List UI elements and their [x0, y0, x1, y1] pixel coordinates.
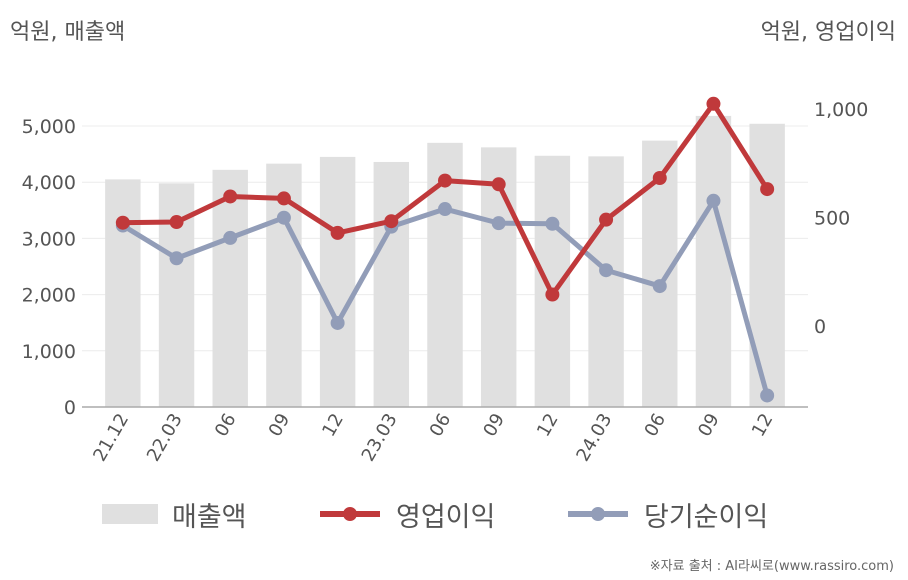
legend-label-net-income: 당기순이익: [644, 501, 769, 533]
point-operating-profit: [115, 215, 130, 230]
point-operating-profit: [330, 225, 345, 240]
x-tick-label: 22.03: [143, 410, 187, 465]
point-operating-profit: [706, 96, 721, 111]
point-net-income: [223, 230, 238, 245]
left-axis-unit: 억원, 매출액: [10, 20, 126, 45]
bar-revenue: [373, 161, 410, 407]
x-tick-label: 06: [426, 410, 456, 440]
x-tick-label: 23.03: [358, 410, 402, 465]
left-tick-label: 4,000: [22, 172, 76, 194]
x-tick-label: 09: [479, 410, 509, 440]
point-net-income: [545, 216, 560, 231]
bar-revenue: [588, 156, 624, 407]
point-operating-profit: [652, 171, 667, 186]
point-net-income: [760, 388, 775, 403]
legend-swatch-line-gray: [568, 507, 628, 521]
legend-label-operating-profit: 영업이익: [396, 501, 496, 533]
x-tick-label: 09: [265, 410, 295, 440]
right-axis-unit: 억원, 영업이익: [760, 20, 896, 45]
point-net-income: [169, 251, 184, 266]
left-tick-label: 1,000: [22, 341, 76, 363]
left-tick-label: 2,000: [22, 285, 76, 307]
point-operating-profit: [760, 182, 775, 197]
bar-revenue: [105, 179, 141, 407]
legend-item-net-income: 당기순이익: [566, 492, 768, 536]
x-tick-label: 21.12: [89, 410, 133, 465]
point-operating-profit: [491, 177, 506, 192]
x-tick-label: 12: [318, 410, 348, 440]
x-tick-label: 12: [748, 410, 778, 440]
point-net-income: [276, 210, 291, 225]
x-tick-label: 06: [640, 410, 670, 440]
x-tick-label: 24.03: [572, 410, 616, 465]
point-operating-profit: [223, 189, 238, 204]
point-operating-profit: [384, 214, 399, 229]
left-tick-label: 5,000: [22, 116, 76, 138]
point-net-income: [706, 193, 721, 208]
point-net-income: [652, 279, 667, 294]
bar-revenue: [695, 115, 732, 407]
point-net-income: [599, 263, 614, 278]
x-tick-label: 09: [694, 410, 724, 440]
point-net-income: [330, 315, 345, 330]
legend-item-operating-profit: 영업이익: [318, 492, 495, 536]
point-operating-profit: [438, 173, 452, 188]
x-tick-label: 12: [533, 410, 563, 440]
legend-label-revenue: 매출액: [172, 501, 247, 533]
bar-revenue: [212, 169, 248, 407]
left-tick-label: 3,000: [22, 228, 76, 250]
legend-swatch-bar: [102, 504, 158, 524]
x-tick-label: 06: [211, 410, 241, 440]
point-net-income: [491, 216, 506, 231]
point-operating-profit: [545, 287, 560, 302]
point-operating-profit: [599, 212, 614, 227]
combo-chart: 0 1,000 2,000 3,000 4,000 5,000 0 500 1,000 21.12…: [22, 96, 868, 465]
source-note: ※자료 출처 : AI라씨로(www.rassiro.com): [649, 559, 894, 574]
right-tick-label: 1,000: [814, 99, 868, 121]
bar-revenue: [319, 156, 356, 407]
point-operating-profit: [169, 215, 184, 230]
legend-item-revenue: 매출액: [102, 492, 247, 536]
right-tick-label: 0: [814, 316, 826, 338]
right-tick-label: 500: [814, 208, 850, 230]
legend: 매출액 영업이익 당기순이익: [0, 492, 908, 536]
point-net-income: [438, 202, 452, 217]
legend-swatch-line-red: [320, 507, 380, 521]
point-operating-profit: [276, 191, 291, 206]
left-tick-label: 0: [64, 397, 76, 419]
